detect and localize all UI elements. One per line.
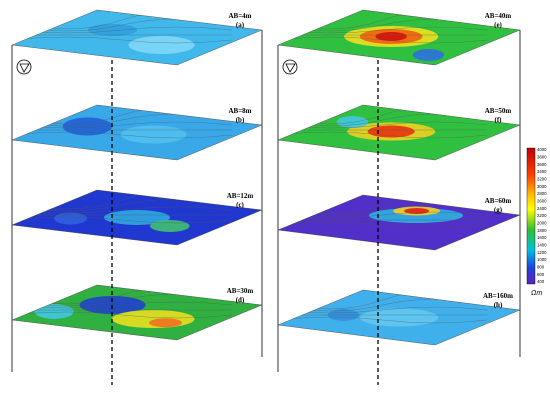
colorbar	[526, 147, 536, 285]
plane-edge	[11, 189, 263, 246]
contour-zone	[375, 32, 407, 41]
plane-surface	[278, 195, 520, 250]
colorbar-tick-label: 1800	[537, 228, 547, 233]
colorbar-tick-label: 3000	[537, 184, 547, 189]
panel-letter: (d)	[236, 296, 245, 304]
colorbar-tick-label: 2000	[537, 220, 547, 225]
colorbar-tick-label: 2200	[537, 213, 547, 218]
contour-line	[278, 306, 488, 314]
plane-edge	[277, 9, 521, 66]
contour-zone	[367, 125, 415, 138]
compass-arrow	[285, 63, 296, 73]
colorbar-tick-label: 2400	[537, 206, 547, 211]
planes: AB=4m(a) AB=8m(b) AB=12m(c) AB=30m(d) AB=40m…	[11, 9, 521, 346]
contour-line	[12, 311, 233, 319]
contour-zone	[149, 318, 182, 328]
depth-label: AB=60m	[485, 197, 512, 205]
panel-letter: (a)	[236, 21, 245, 29]
plane-edge	[277, 289, 521, 346]
contour-line	[278, 221, 488, 229]
contour-zone	[128, 36, 195, 54]
panel-letter: (g)	[494, 206, 503, 214]
panel-letter: (h)	[494, 301, 503, 309]
plane-edge	[11, 284, 263, 341]
compass-arrow	[19, 63, 30, 73]
plane	[12, 10, 262, 65]
plane-edge	[277, 194, 521, 251]
compass	[282, 59, 298, 75]
contour-line	[12, 216, 233, 224]
plane-edge	[11, 9, 263, 66]
contour-line	[12, 36, 233, 44]
contour-line	[278, 211, 488, 219]
contour-zone	[62, 117, 113, 136]
colorbar-tick-label: 4000	[537, 147, 547, 152]
plane	[278, 105, 520, 160]
contour-line	[12, 131, 233, 139]
contour-line	[12, 301, 233, 309]
depth-label: AB=50m	[485, 107, 512, 115]
contour-line	[278, 121, 488, 129]
colorbar-tick-label: 400	[537, 279, 545, 284]
colorbar-tick-label: 3800	[537, 154, 547, 159]
contour-zone	[34, 304, 74, 319]
panel-letter: (e)	[494, 21, 502, 29]
contour-zone	[149, 220, 190, 232]
plane	[278, 195, 520, 250]
colorbar-tick-label: 3200	[537, 176, 547, 181]
colorbar-tick-label: 3600	[537, 162, 547, 167]
colorbar-tick-label: 1200	[537, 250, 547, 255]
plane	[278, 290, 520, 345]
plane-edge	[277, 104, 521, 161]
contour-zone	[120, 125, 187, 144]
panel-letter: (f)	[495, 116, 503, 124]
contour-line	[278, 36, 488, 44]
depth-label: AB=30m	[227, 287, 254, 295]
colorbar-tick-label: 2800	[537, 191, 547, 196]
contour-zone	[404, 208, 430, 214]
plane-edge	[11, 104, 263, 161]
depth-label: AB=8m	[228, 107, 251, 115]
compass	[16, 59, 32, 75]
contour-line	[278, 131, 488, 139]
depth-label: AB=4m	[228, 12, 251, 20]
colorbar-tick-label: 800	[537, 264, 545, 269]
colorbar-tick-label: 3400	[537, 169, 547, 174]
contour-line	[12, 206, 233, 214]
depth-label: AB=40m	[485, 12, 512, 20]
panel-letter: (b)	[236, 116, 245, 124]
depth-label: AB=160m	[483, 292, 513, 300]
colorbar-tick-label: 1000	[537, 257, 547, 262]
plane	[12, 105, 262, 160]
contour-zone	[104, 210, 170, 225]
contour-zone	[359, 308, 439, 327]
plane	[278, 10, 520, 65]
contour-zone	[336, 116, 369, 128]
colorbar-tick-label: 1400	[537, 242, 547, 247]
contour-zone	[54, 212, 87, 225]
plane-surface	[12, 10, 262, 65]
depth-label: AB=12m	[227, 192, 254, 200]
colorbar-tick-label: 1600	[537, 235, 547, 240]
unit: Ωm	[531, 290, 542, 297]
contour-line	[278, 316, 488, 324]
plane	[12, 285, 262, 340]
colorbar-tick-label: 2600	[537, 198, 547, 203]
contour-zone	[87, 24, 138, 36]
panel-letter: (c)	[236, 201, 244, 209]
contour-line	[12, 121, 233, 129]
colorbar-tick-label: 600	[537, 272, 545, 277]
contour-zone	[412, 49, 445, 61]
colorbar-ticks: 4000 3800 3600 3400 3200 3000 2800 2600 2400 2200…	[537, 147, 547, 284]
contour-line	[12, 26, 233, 34]
contour-line	[278, 26, 488, 34]
plane	[12, 190, 262, 245]
